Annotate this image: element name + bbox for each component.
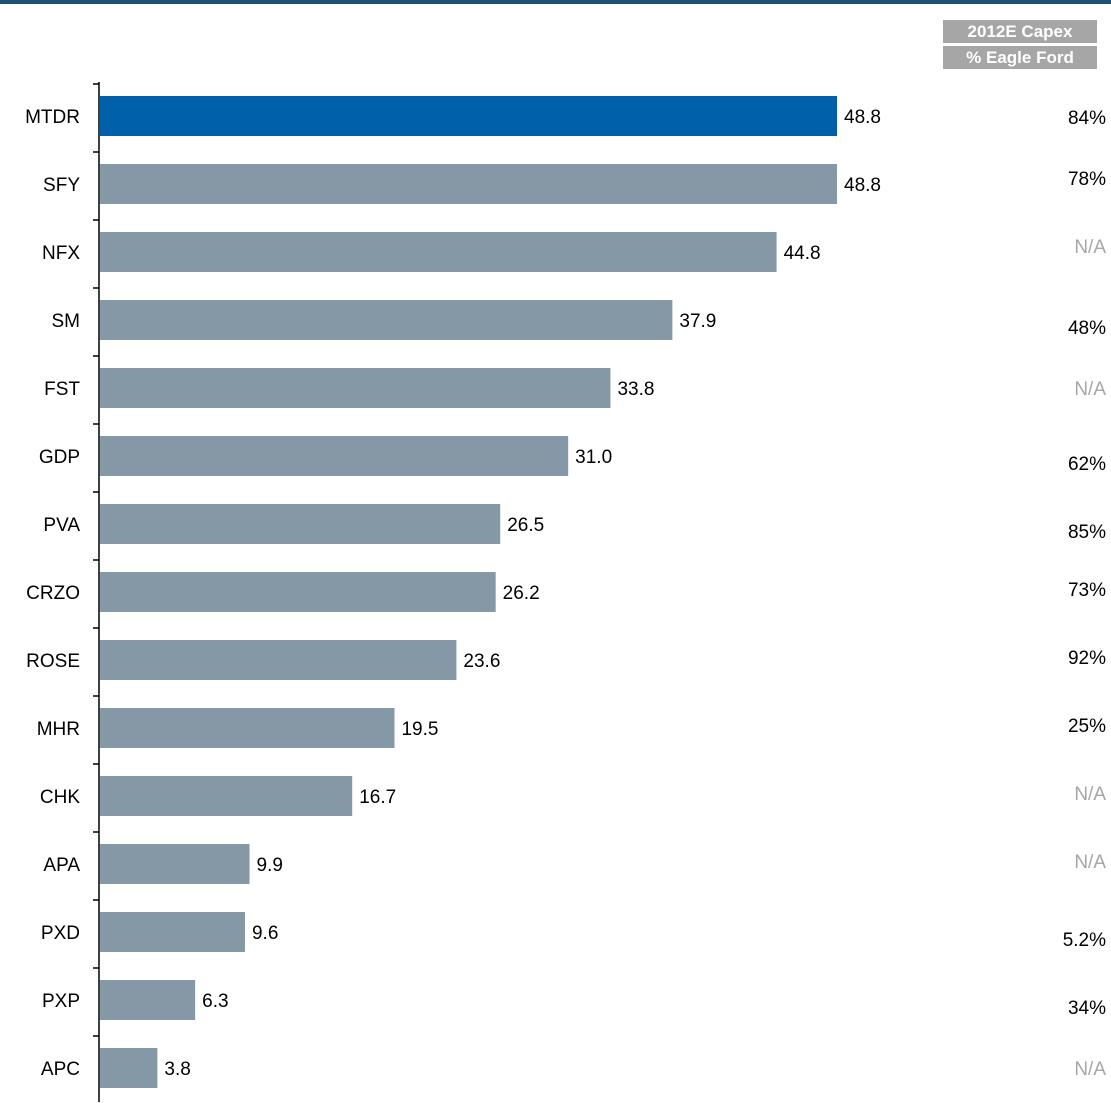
eagle-ford-pct: 25% xyxy=(1068,716,1106,737)
eagle-ford-pct: 62% xyxy=(1068,454,1106,475)
category-label: FST xyxy=(44,379,80,400)
capex-header-line2: % Eagle Ford xyxy=(943,46,1097,69)
bar-pxp xyxy=(100,980,196,1020)
value-label: 9.6 xyxy=(252,923,278,944)
value-label: 31.0 xyxy=(575,447,612,468)
value-label: 48.8 xyxy=(844,107,881,128)
category-label: CRZO xyxy=(26,583,80,604)
capex-header-line1: 2012E Capex xyxy=(943,20,1097,43)
bar-sfy xyxy=(100,164,837,204)
bar-pxd xyxy=(100,912,245,952)
top-rule xyxy=(0,0,1111,4)
value-label: 19.5 xyxy=(401,719,438,740)
eagle-ford-pct: N/A xyxy=(1074,852,1106,873)
category-label: CHK xyxy=(40,787,80,808)
eagle-ford-pct: 85% xyxy=(1068,522,1106,543)
category-label: GDP xyxy=(39,447,80,468)
bar-gdp xyxy=(100,436,569,476)
bar-apc xyxy=(100,1048,158,1088)
bar-rose xyxy=(100,640,457,680)
value-label: 44.8 xyxy=(784,243,821,264)
value-label: 23.6 xyxy=(463,651,500,672)
bar-sm xyxy=(100,300,673,340)
value-label: 6.3 xyxy=(202,991,228,1012)
category-label: ROSE xyxy=(26,651,80,672)
eagle-ford-pct: 92% xyxy=(1068,648,1106,669)
eagle-ford-pct: N/A xyxy=(1074,784,1106,805)
value-label: 16.7 xyxy=(359,787,396,808)
category-label: PXD xyxy=(41,923,80,944)
category-label: MHR xyxy=(37,719,80,740)
eagle-ford-pct: N/A xyxy=(1074,379,1106,400)
eagle-ford-pct: 78% xyxy=(1068,169,1106,190)
value-label: 33.8 xyxy=(617,379,654,400)
value-label: 9.9 xyxy=(257,855,283,876)
bar-pva xyxy=(100,504,501,544)
category-label: PVA xyxy=(43,515,80,536)
bar-apa xyxy=(100,844,250,884)
category-label: NFX xyxy=(42,243,80,264)
value-label: 48.8 xyxy=(844,175,881,196)
category-label: MTDR xyxy=(25,107,80,128)
eagle-ford-pct: 84% xyxy=(1068,108,1106,129)
category-label: APA xyxy=(43,855,80,876)
eagle-ford-pct: 48% xyxy=(1068,318,1106,339)
eagle-ford-pct: 73% xyxy=(1068,580,1106,601)
value-label: 26.2 xyxy=(503,583,540,604)
bar-chk xyxy=(100,776,353,816)
category-label: SFY xyxy=(43,175,80,196)
value-label: 37.9 xyxy=(679,311,716,332)
eagle-ford-pct: 5.2% xyxy=(1063,930,1106,951)
value-label: 3.8 xyxy=(164,1059,190,1080)
eagle-ford-pct: 34% xyxy=(1068,998,1106,1019)
value-label: 26.5 xyxy=(507,515,544,536)
capex-header: 2012E Capex % Eagle Ford xyxy=(943,20,1097,72)
bar-crzo xyxy=(100,572,496,612)
category-label: SM xyxy=(52,311,81,332)
bar-nfx xyxy=(100,232,777,272)
eagle-ford-pct: N/A xyxy=(1074,1059,1106,1080)
bar-fst xyxy=(100,368,611,408)
bar-mhr xyxy=(100,708,395,748)
category-label: PXP xyxy=(42,991,80,1012)
category-label: APC xyxy=(41,1059,80,1080)
bar-mtdr xyxy=(100,96,837,136)
eagle-ford-pct: N/A xyxy=(1074,237,1106,258)
